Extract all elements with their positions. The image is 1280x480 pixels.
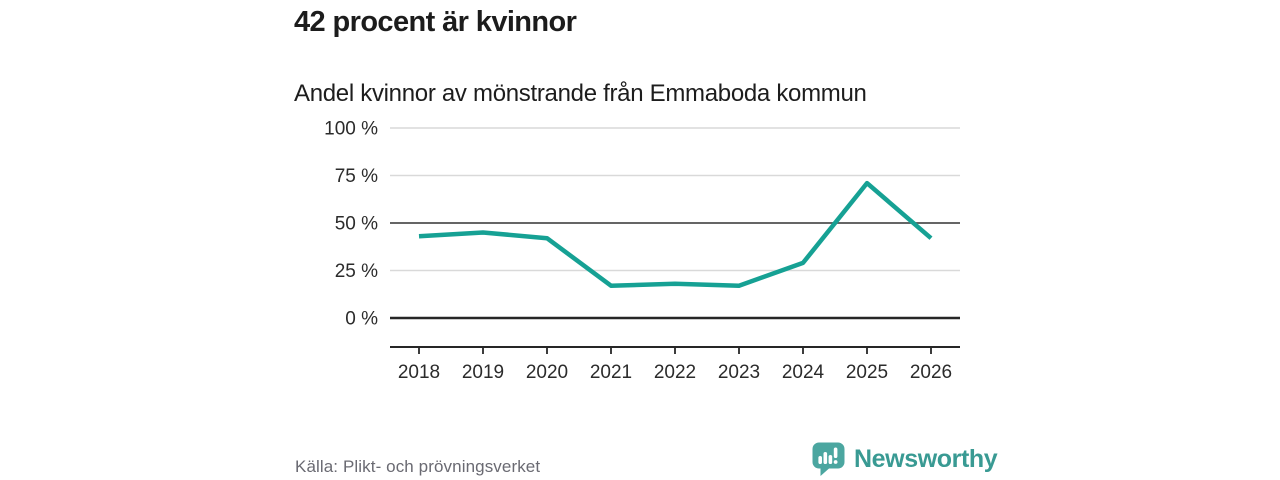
data-series-line	[418, 180, 933, 288]
x-axis-label-2025: 2025	[846, 362, 888, 383]
y-axis-label-0: 0 %	[345, 309, 378, 330]
x-axis-label-2018: 2018	[398, 362, 440, 383]
chart-subtitle: Andel kvinnor av mönstrande från Emmabod…	[294, 80, 867, 107]
newsworthy-logo-icon	[812, 442, 845, 476]
bar-icon-2	[823, 452, 828, 464]
x-axis-label-2026: 2026	[910, 362, 952, 383]
x-axis-label-2021: 2021	[590, 362, 632, 383]
chart-title: 42 procent är kvinnor	[294, 6, 577, 38]
exclamation-bar-icon	[833, 447, 838, 458]
y-axis-label-75: 75 %	[335, 166, 378, 187]
bar-icon-1	[818, 456, 822, 464]
speech-bubble-shape	[812, 442, 845, 476]
newsworthy-brand: Newsworthy	[812, 442, 998, 477]
brand-name: Newsworthy	[854, 445, 998, 473]
x-axis-label-2024: 2024	[782, 362, 825, 383]
x-axis-label-2020: 2020	[526, 362, 568, 383]
bar-icon-3	[828, 455, 833, 464]
x-axis-label-2022: 2022	[654, 362, 696, 383]
y-axis-label-25: 25 %	[335, 261, 378, 282]
x-axis-label-2019: 2019	[462, 362, 504, 383]
source-note: Källa: Plikt- och prövningsverket	[295, 457, 541, 476]
exclamation-dot-icon	[833, 460, 838, 464]
x-axis-label-2023: 2023	[718, 362, 760, 383]
y-axis-label-50: 50 %	[335, 214, 378, 235]
y-axis-label-100: 100 %	[324, 119, 378, 140]
